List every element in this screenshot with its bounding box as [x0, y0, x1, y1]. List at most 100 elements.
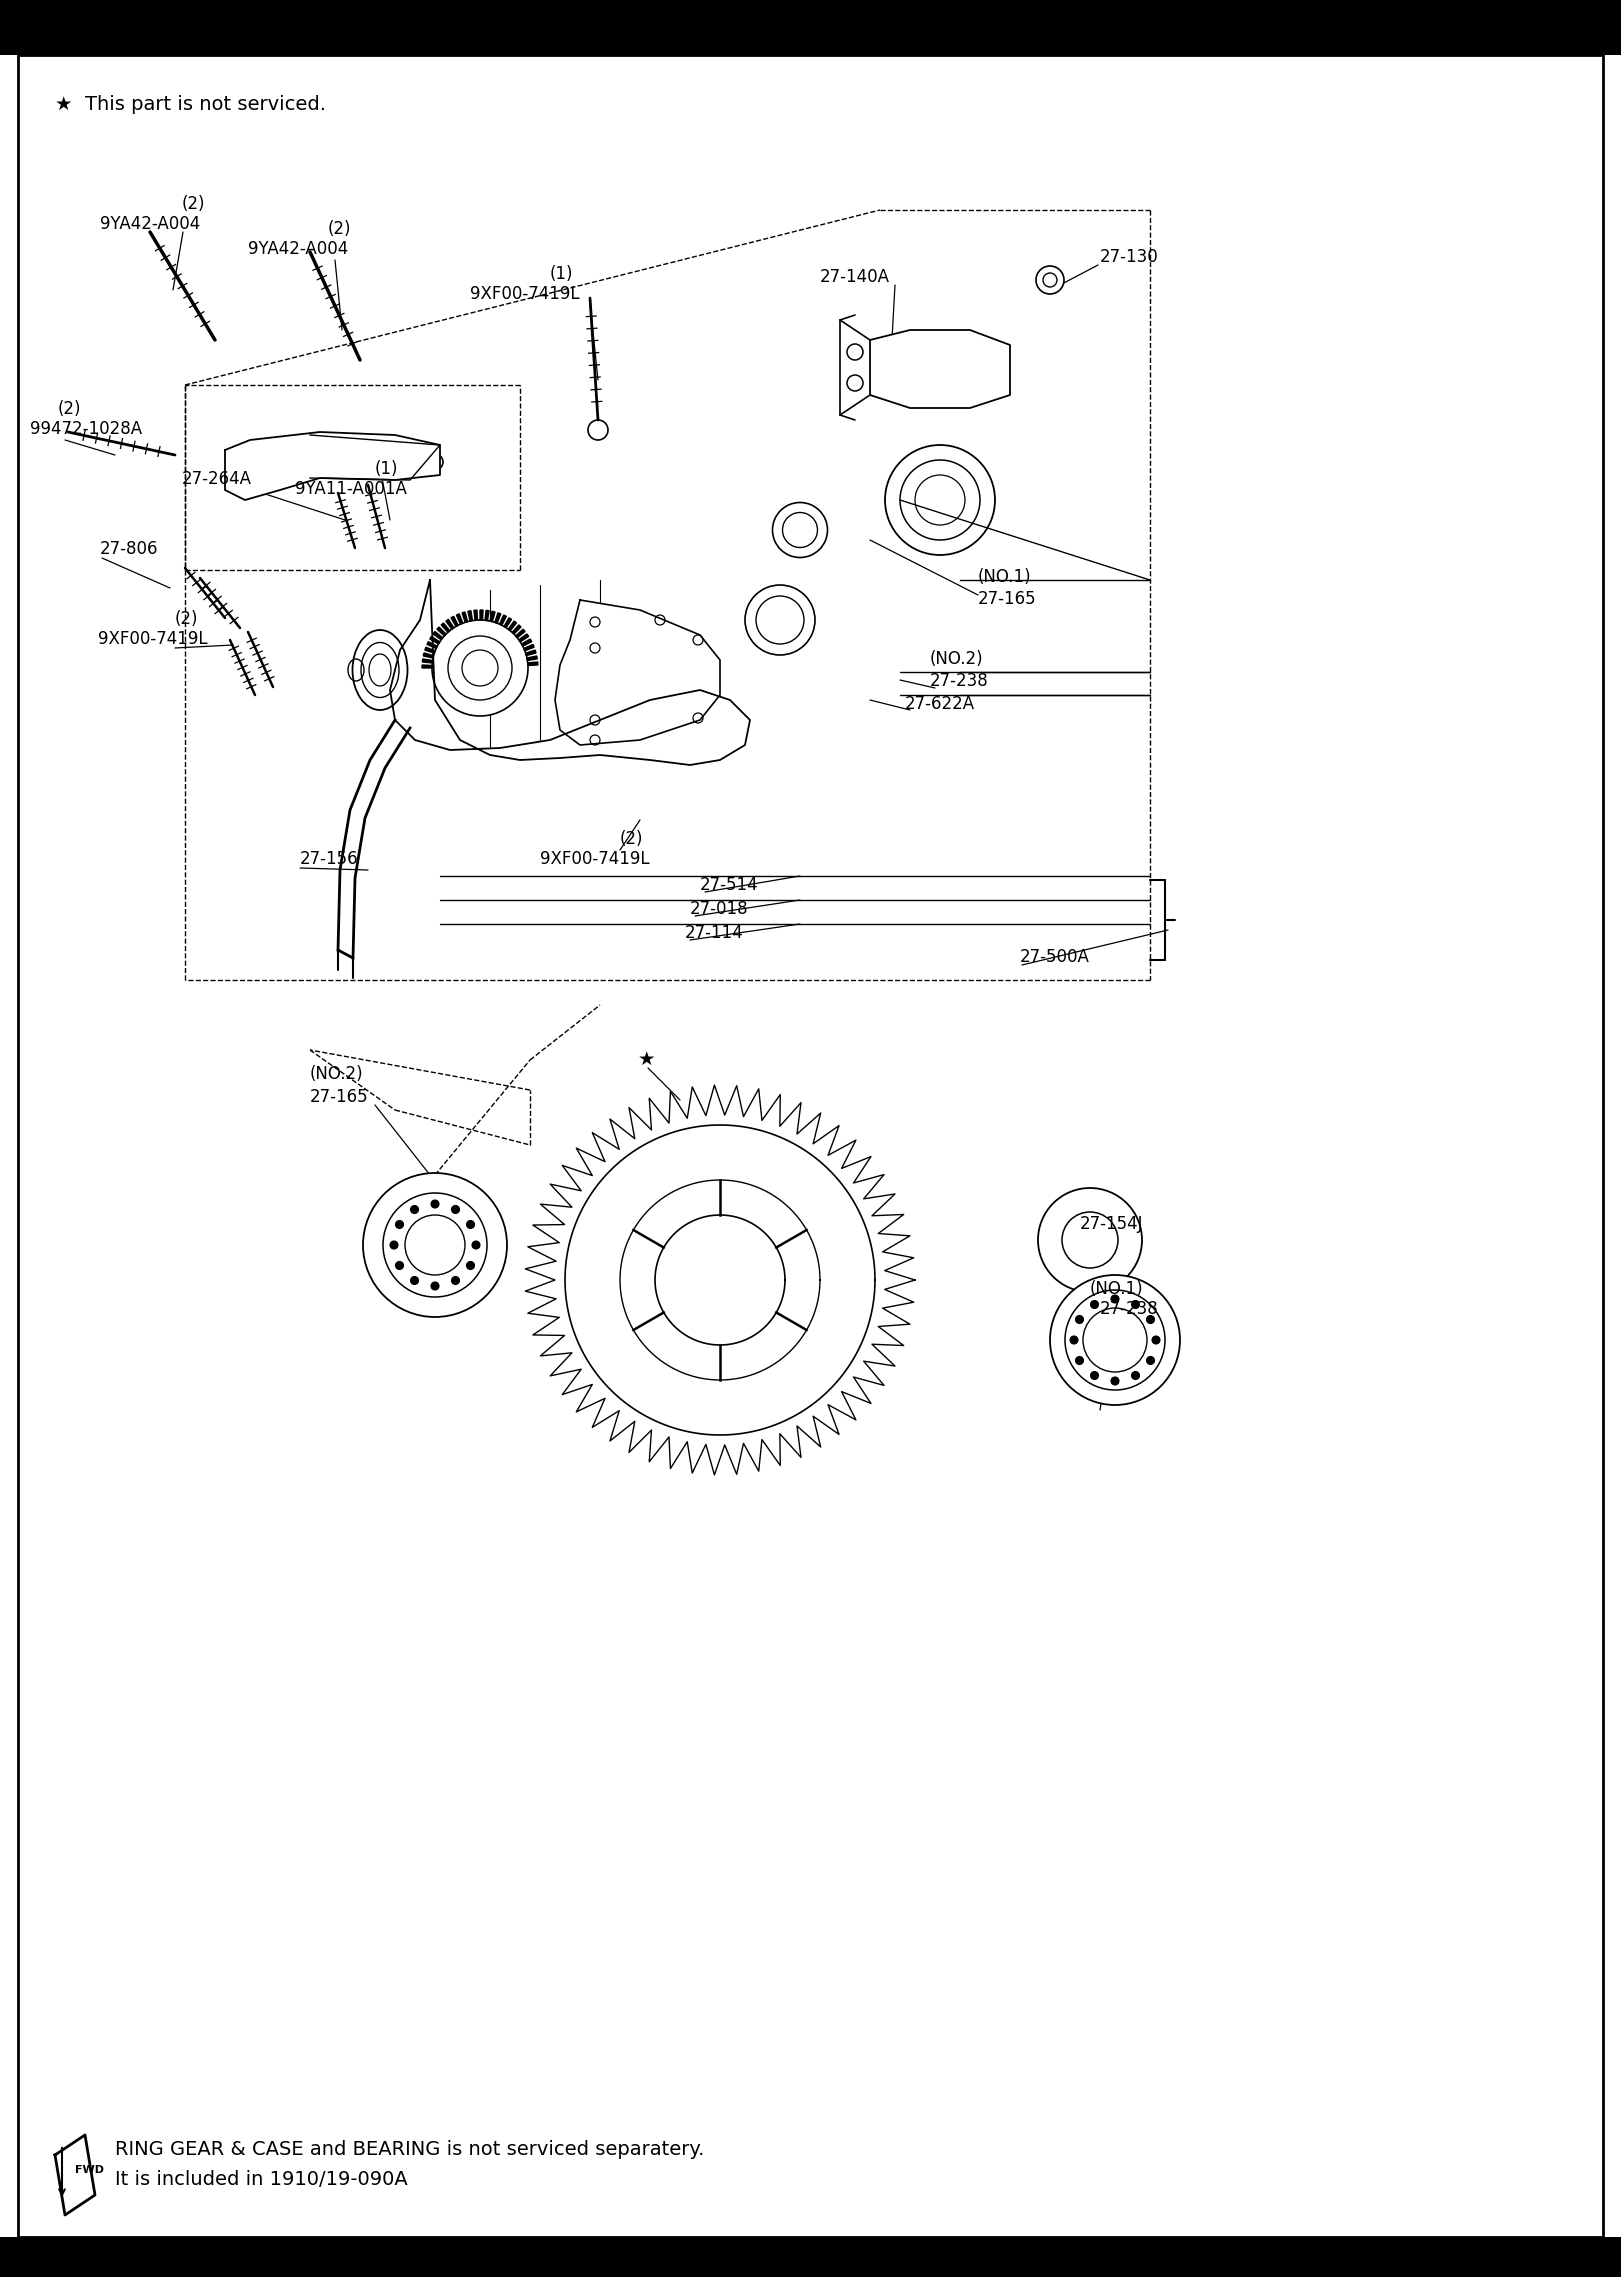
Circle shape [467, 1220, 475, 1230]
Circle shape [585, 1273, 600, 1287]
Circle shape [817, 1348, 830, 1362]
Polygon shape [524, 644, 535, 651]
Text: 27-130: 27-130 [1101, 248, 1159, 266]
Polygon shape [527, 656, 537, 660]
Circle shape [1083, 1307, 1148, 1373]
Text: FWD: FWD [75, 2165, 104, 2175]
Polygon shape [528, 663, 538, 665]
Circle shape [609, 1198, 624, 1211]
Circle shape [426, 453, 443, 469]
Polygon shape [490, 610, 494, 622]
Text: (NO.1): (NO.1) [977, 567, 1031, 585]
Polygon shape [425, 647, 434, 653]
Circle shape [472, 1241, 480, 1250]
Circle shape [590, 617, 600, 626]
Text: (2): (2) [182, 196, 206, 214]
Polygon shape [870, 330, 1010, 408]
Bar [0, 2236, 1621, 2277]
Circle shape [396, 1261, 404, 1271]
Polygon shape [430, 635, 439, 644]
Polygon shape [451, 617, 459, 626]
Circle shape [447, 635, 512, 699]
Circle shape [467, 1261, 475, 1271]
Circle shape [391, 1241, 399, 1250]
Text: RING GEAR & CASE and BEARING is not serviced separatery.: RING GEAR & CASE and BEARING is not serv… [115, 2140, 705, 2159]
Circle shape [590, 735, 600, 745]
Circle shape [1153, 1337, 1161, 1343]
Text: 27-806: 27-806 [101, 540, 159, 558]
Text: 27-500A: 27-500A [1020, 947, 1089, 965]
Circle shape [841, 1273, 854, 1287]
Circle shape [405, 1216, 465, 1275]
Text: (1): (1) [550, 264, 574, 282]
Circle shape [1075, 1357, 1083, 1364]
Polygon shape [421, 665, 433, 667]
Text: (1): (1) [374, 460, 399, 478]
Text: 9YA42-A004: 9YA42-A004 [248, 239, 349, 257]
Text: ★  This part is not serviced.: ★ This part is not serviced. [55, 96, 326, 114]
Circle shape [1070, 1337, 1078, 1343]
Bar [0, 0, 1621, 55]
Text: 27-165: 27-165 [977, 590, 1036, 608]
Polygon shape [509, 622, 517, 631]
Polygon shape [462, 613, 467, 622]
Circle shape [590, 715, 600, 724]
Circle shape [1091, 1300, 1099, 1309]
Circle shape [1042, 273, 1057, 287]
Text: 27-264A: 27-264A [182, 469, 251, 487]
Text: (2): (2) [58, 401, 81, 419]
Text: ★: ★ [639, 1050, 655, 1068]
Circle shape [431, 1200, 439, 1209]
Polygon shape [566, 1125, 875, 1435]
Text: 27-514: 27-514 [700, 877, 759, 895]
Polygon shape [655, 1216, 785, 1346]
Polygon shape [554, 601, 720, 745]
Circle shape [410, 1277, 418, 1284]
Text: 99472-1028A: 99472-1028A [31, 419, 143, 437]
Circle shape [1110, 1378, 1118, 1384]
Text: 27-114: 27-114 [686, 924, 744, 943]
Polygon shape [499, 615, 506, 626]
Text: 27-018: 27-018 [691, 899, 749, 918]
Circle shape [673, 1396, 687, 1409]
Polygon shape [438, 626, 446, 635]
Circle shape [752, 1152, 767, 1166]
Text: 9XF00-7419L: 9XF00-7419L [470, 285, 580, 303]
Polygon shape [310, 435, 439, 480]
Circle shape [383, 1193, 486, 1298]
Polygon shape [512, 624, 520, 633]
Circle shape [233, 460, 246, 471]
Polygon shape [519, 633, 528, 642]
Text: (NO.1): (NO.1) [1089, 1280, 1144, 1298]
Circle shape [246, 453, 258, 465]
Polygon shape [446, 619, 454, 628]
Text: 27-156: 27-156 [300, 849, 358, 868]
Polygon shape [441, 624, 449, 633]
Circle shape [462, 649, 498, 685]
Circle shape [848, 376, 862, 392]
Text: (NO.2): (NO.2) [930, 649, 984, 667]
Polygon shape [485, 610, 490, 622]
Polygon shape [480, 610, 483, 619]
Polygon shape [391, 581, 751, 765]
Circle shape [233, 446, 246, 458]
Circle shape [1146, 1357, 1154, 1364]
Text: 27-238: 27-238 [930, 672, 989, 690]
Circle shape [431, 1282, 439, 1291]
Circle shape [1036, 266, 1063, 294]
Circle shape [410, 1205, 418, 1214]
Circle shape [609, 1348, 624, 1362]
Circle shape [1131, 1371, 1140, 1380]
Circle shape [673, 1152, 687, 1166]
Circle shape [233, 474, 246, 485]
Text: 9YA11-A001A: 9YA11-A001A [295, 480, 407, 499]
Circle shape [452, 1277, 459, 1284]
Polygon shape [426, 642, 438, 649]
Circle shape [452, 1205, 459, 1214]
Text: 27-622A: 27-622A [905, 694, 976, 713]
Circle shape [1037, 1189, 1143, 1291]
Polygon shape [473, 610, 478, 619]
Text: 27-165: 27-165 [310, 1088, 368, 1107]
Circle shape [1075, 1316, 1083, 1323]
Circle shape [1131, 1300, 1140, 1309]
